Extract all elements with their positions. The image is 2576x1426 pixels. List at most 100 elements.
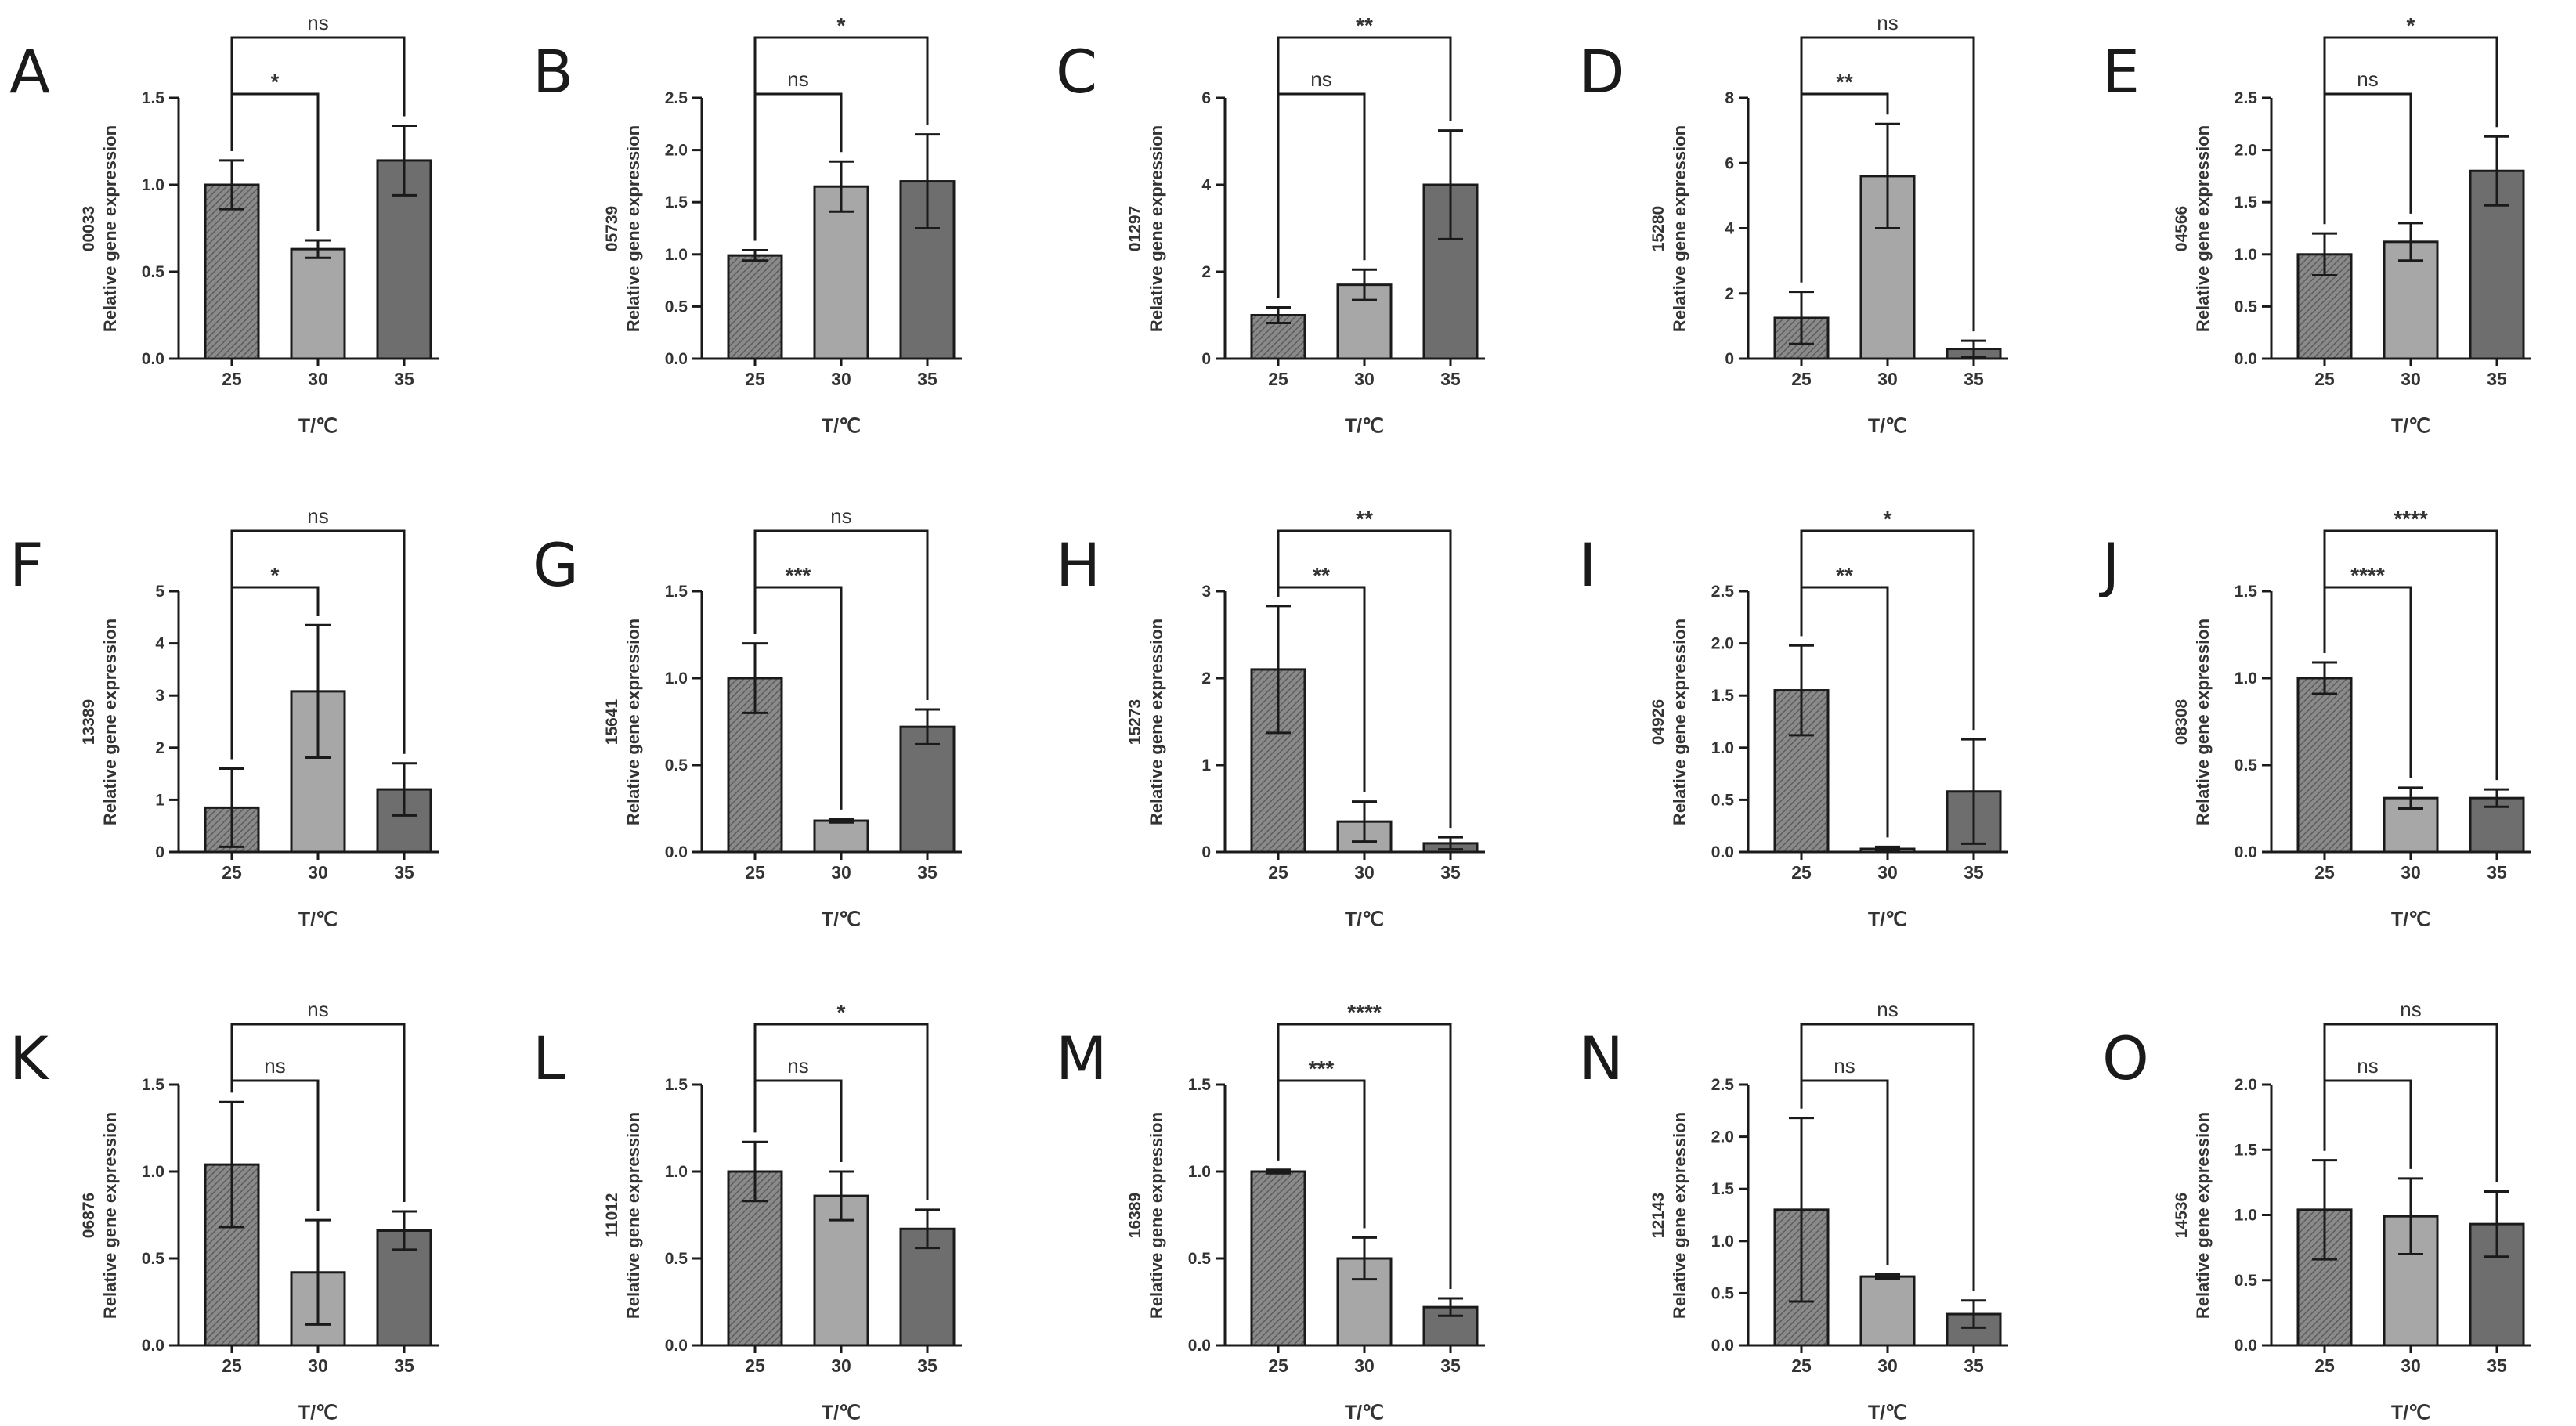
y-tick-label: 1.5 — [665, 193, 688, 211]
gene-id-label: 15641 — [603, 699, 621, 745]
y-tick-label: 0.0 — [142, 1337, 164, 1355]
y-tick-label: 4 — [155, 635, 164, 653]
x-tick-label: 30 — [1877, 862, 1898, 883]
y-tick-label: 1.0 — [665, 670, 688, 688]
y-axis-label: Relative gene expression — [100, 125, 120, 332]
x-tick-label: 25 — [745, 369, 765, 389]
y-tick-label: 6 — [1725, 154, 1734, 172]
x-axis-label: T/℃ — [2391, 415, 2430, 437]
y-tick-label: 1.0 — [665, 1163, 688, 1181]
x-tick-label: 35 — [917, 862, 938, 883]
y-tick-label: 1.0 — [142, 176, 164, 194]
y-tick-label: 1.5 — [142, 89, 165, 107]
significance-bracket — [1277, 529, 1452, 829]
y-axis-label: Relative gene expression — [623, 1112, 643, 1319]
significance-label: ns — [2400, 998, 2421, 1021]
y-tick-label: 0.0 — [2235, 1337, 2257, 1355]
y-tick-label: 0.5 — [2235, 756, 2258, 774]
significance-label: ns — [1877, 11, 1898, 34]
x-axis-label: T/℃ — [1345, 1402, 1384, 1424]
panel-letter: C — [1056, 37, 1097, 106]
panel-letter: E — [2102, 37, 2140, 106]
y-tick-label: 2.5 — [2235, 89, 2258, 107]
x-tick-label: 25 — [222, 862, 242, 883]
x-tick-label: 25 — [745, 862, 765, 883]
significance-label: ns — [1834, 1054, 1855, 1078]
gene-id-label: 15280 — [1649, 206, 1667, 251]
significance-label: ns — [830, 504, 851, 528]
significance-label: * — [271, 563, 280, 587]
bar-30 — [813, 185, 869, 360]
panel-letter: O — [2102, 1023, 2149, 1093]
gene-id-label: 04926 — [1649, 699, 1667, 745]
y-tick-label: 0.5 — [2235, 298, 2258, 316]
significance-bracket — [1800, 1023, 1975, 1291]
x-tick-label: 35 — [1440, 862, 1461, 883]
y-tick-label: 0 — [1201, 843, 1211, 861]
significance-label: ns — [787, 67, 808, 91]
x-tick-label: 35 — [394, 1356, 414, 1376]
x-axis-label: T/℃ — [1345, 908, 1384, 930]
panel-letter: L — [533, 1023, 565, 1093]
x-tick-label: 35 — [1964, 862, 1984, 883]
y-axis-label: Relative gene expression — [2193, 619, 2213, 825]
y-tick-label: 1.5 — [665, 583, 688, 601]
x-tick-label: 35 — [1964, 369, 1984, 389]
y-tick-label: 1.5 — [142, 1076, 165, 1094]
x-axis-label: T/℃ — [2391, 908, 2430, 930]
significance-bracket — [1277, 36, 1452, 298]
x-tick-label: 30 — [2401, 1356, 2421, 1376]
y-tick-label: 0.0 — [665, 350, 688, 368]
y-tick-label: 1.5 — [1711, 1180, 1735, 1198]
gene-id-label: 00033 — [80, 206, 98, 251]
y-tick-label: 0.0 — [1711, 1337, 1734, 1355]
significance-bracket — [2323, 92, 2412, 225]
gene-id-label: 13389 — [80, 699, 98, 745]
x-tick-label: 35 — [394, 369, 414, 389]
x-tick-label: 35 — [394, 862, 414, 883]
bar-30 — [1859, 1275, 1916, 1347]
panel-letter: J — [2099, 530, 2119, 600]
panel-letter: B — [533, 37, 573, 106]
gene-id-label: 08308 — [2173, 699, 2191, 745]
bar-30 — [813, 819, 869, 854]
bar-25 — [2296, 677, 2353, 854]
x-tick-label: 35 — [1440, 1356, 1461, 1376]
y-tick-label: 5 — [155, 583, 164, 601]
bar-25 — [727, 254, 783, 360]
gene-id-label: 04566 — [2173, 206, 2191, 251]
y-tick-label: 3 — [1201, 583, 1211, 601]
y-tick-label: 4 — [1201, 176, 1211, 194]
chart-panel-d: D 15280 Relative gene expression 0 2 4 6 8 25 30 3… — [1579, 11, 2008, 437]
y-tick-label: 2 — [1201, 670, 1211, 688]
chart-panel-c: C 01297 Relative gene expression 0 2 4 6 25 30 35… — [1056, 13, 1485, 437]
y-tick-label: 0.0 — [1711, 843, 1734, 861]
significance-label: ns — [1877, 998, 1898, 1021]
gene-id-label: 12143 — [1649, 1193, 1667, 1238]
significance-label: ns — [307, 998, 328, 1021]
significance-bracket — [1800, 36, 1975, 332]
y-tick-label: 1.5 — [1711, 687, 1735, 705]
y-tick-label: 0.5 — [2235, 1272, 2258, 1290]
significance-label: * — [837, 13, 846, 38]
x-tick-label: 25 — [1268, 862, 1288, 883]
y-tick-label: 1.0 — [2235, 246, 2257, 264]
y-tick-label: 1.5 — [2235, 583, 2258, 601]
gene-id-label: 14536 — [2173, 1193, 2191, 1238]
x-tick-label: 35 — [1440, 369, 1461, 389]
significance-bracket — [1800, 529, 1975, 731]
x-tick-label: 35 — [1964, 1356, 1984, 1376]
x-axis-label: T/℃ — [298, 908, 338, 930]
chart-panel-l: L 11012 Relative gene expression 0.0 0.5 1.0 1… — [533, 1000, 962, 1424]
significance-label: ns — [787, 1054, 808, 1078]
y-tick-label: 2.0 — [1711, 635, 1734, 653]
y-tick-label: 2 — [1201, 263, 1211, 281]
significance-bracket — [753, 36, 929, 241]
significance-label: ** — [1836, 70, 1853, 94]
y-tick-label: 2.0 — [2235, 1076, 2257, 1094]
significance-label: ns — [307, 504, 328, 528]
y-tick-label: 1.5 — [2235, 1141, 2258, 1159]
y-axis-label: Relative gene expression — [1147, 1112, 1166, 1319]
x-tick-label: 30 — [308, 369, 328, 389]
